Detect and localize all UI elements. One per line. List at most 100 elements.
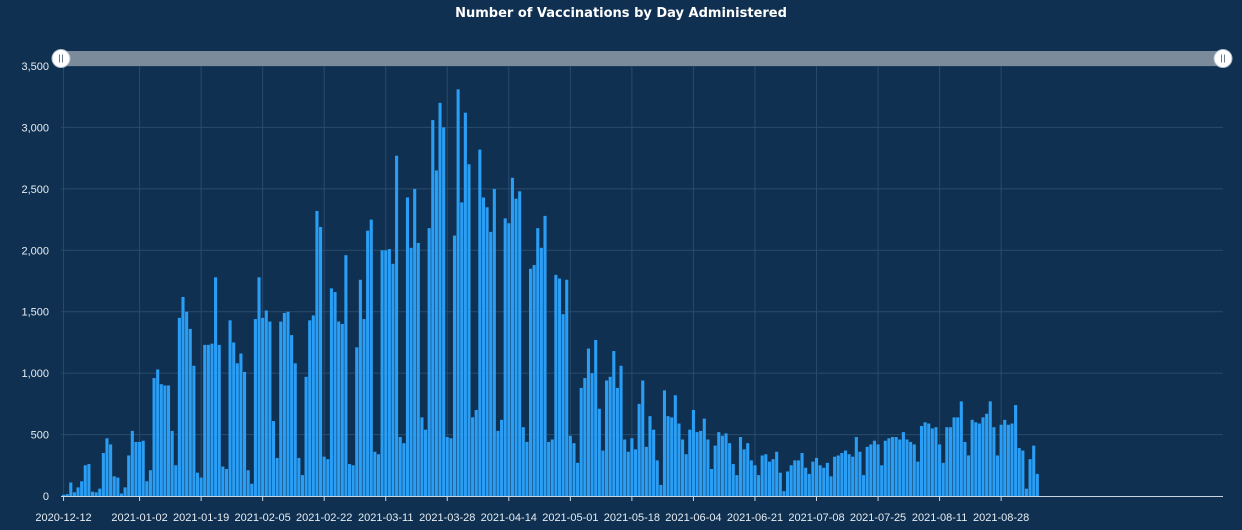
bar — [199, 477, 203, 496]
bar — [500, 419, 504, 496]
range-slider[interactable] — [51, 49, 1233, 68]
bar — [869, 444, 873, 496]
bar — [1021, 450, 1025, 496]
bar — [148, 470, 152, 496]
handle-knob[interactable] — [1213, 49, 1233, 68]
bar — [250, 483, 254, 496]
bar — [608, 376, 612, 496]
bar — [771, 459, 775, 496]
bar — [109, 444, 113, 496]
bar — [977, 423, 981, 496]
x-tick-label: 2021-08-11 — [912, 512, 967, 524]
bar — [536, 228, 540, 496]
bar — [691, 410, 695, 496]
bar — [764, 454, 768, 496]
bar — [695, 432, 699, 496]
x-tick-label: 2021-06-21 — [727, 512, 783, 524]
bar — [206, 344, 210, 496]
x-tick-label: 2021-03-28 — [419, 512, 475, 524]
bar — [456, 89, 460, 496]
bar — [883, 440, 887, 496]
bar — [800, 453, 804, 496]
bar — [894, 437, 898, 496]
bar — [80, 481, 84, 496]
bar — [681, 439, 685, 496]
bar — [376, 454, 381, 496]
bar — [655, 460, 659, 496]
bar — [760, 455, 764, 496]
bar — [369, 219, 373, 497]
bar — [268, 321, 272, 496]
bar — [62, 494, 66, 496]
bar — [995, 455, 1000, 496]
bar — [532, 265, 536, 496]
bar — [192, 365, 196, 496]
bar — [366, 230, 370, 496]
bar — [948, 427, 952, 496]
bar — [930, 428, 934, 496]
bar — [463, 112, 467, 496]
x-tick-label: 2021-04-14 — [481, 512, 537, 524]
bar — [156, 369, 160, 496]
bar — [282, 312, 286, 496]
bar — [927, 423, 931, 496]
bar — [416, 242, 420, 496]
bar — [1017, 448, 1021, 496]
bar — [825, 462, 829, 496]
bar — [166, 385, 171, 496]
bar — [626, 451, 630, 496]
bar — [999, 424, 1003, 496]
bar — [880, 465, 884, 496]
bar — [177, 317, 181, 496]
bar — [633, 449, 638, 496]
bar — [398, 437, 402, 496]
bar — [630, 438, 634, 496]
bar — [503, 218, 507, 497]
bar — [518, 191, 522, 497]
bar — [652, 429, 656, 496]
bar — [901, 432, 905, 496]
bar — [666, 416, 670, 496]
bar — [362, 319, 366, 496]
bar — [706, 439, 710, 496]
bar-series — [62, 89, 1039, 497]
bar — [789, 465, 793, 496]
bar — [333, 292, 337, 496]
bar — [804, 467, 808, 496]
range-slider-left-handle[interactable] — [51, 49, 71, 68]
bar — [181, 296, 185, 496]
bar — [304, 376, 308, 496]
bar — [290, 335, 294, 496]
bar — [163, 385, 167, 496]
bar — [438, 102, 442, 496]
bar — [387, 249, 391, 496]
bar — [594, 339, 598, 496]
bar — [481, 197, 486, 496]
bar — [858, 451, 862, 496]
bar — [420, 417, 424, 496]
bar — [279, 321, 283, 496]
bar — [550, 439, 554, 496]
x-tick-label: 2021-01-02 — [111, 512, 167, 524]
range-slider-right-handle[interactable] — [1213, 49, 1233, 68]
handle-knob[interactable] — [51, 49, 71, 68]
bar — [605, 380, 609, 496]
bar — [319, 226, 323, 496]
bar — [528, 268, 533, 496]
bar — [677, 423, 681, 496]
bar — [688, 429, 692, 496]
range-slider-track[interactable] — [61, 51, 1223, 66]
x-tick-label: 2021-01-19 — [173, 512, 229, 524]
bar — [699, 430, 703, 496]
bar — [72, 492, 76, 496]
bar — [492, 188, 496, 496]
bar — [807, 473, 811, 496]
bar — [159, 384, 163, 496]
bar — [916, 461, 920, 496]
bar — [224, 468, 228, 496]
bar — [510, 177, 514, 497]
x-tick-label: 2021-03-11 — [358, 512, 413, 524]
bar — [796, 460, 800, 496]
x-tick-label: 2021-05-18 — [604, 512, 660, 524]
